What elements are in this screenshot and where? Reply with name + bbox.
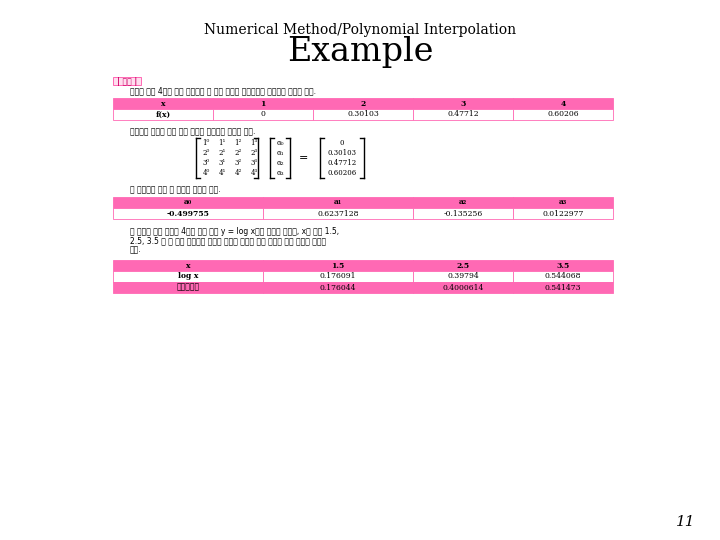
Bar	[113, 271, 263, 282]
Text: 2¹: 2¹	[218, 149, 225, 157]
Text: 2⁰: 2⁰	[202, 149, 210, 157]
Text: a₃: a₃	[559, 199, 567, 206]
Bar	[313, 98, 413, 109]
Text: 0.6237128: 0.6237128	[318, 210, 359, 218]
Bar	[413, 197, 513, 208]
Bar	[113, 260, 263, 271]
Bar	[513, 109, 613, 120]
Text: 0: 0	[340, 139, 344, 147]
Text: 다항함수 추정을 위한 치음 행렬로 표현하면 다음과 같다.: 다항함수 추정을 위한 치음 행렬로 표현하면 다음과 같다.	[130, 127, 256, 137]
Text: 0.4000614: 0.4000614	[442, 284, 484, 292]
Text: 3²: 3²	[235, 159, 242, 167]
Bar	[413, 271, 513, 282]
Text: 0.0122977: 0.0122977	[542, 210, 584, 218]
Text: Example: Example	[287, 36, 433, 68]
Text: α₃: α₃	[276, 169, 284, 177]
Text: 3.5: 3.5	[557, 261, 570, 269]
Text: 1: 1	[261, 99, 266, 107]
Text: 4³: 4³	[251, 169, 258, 177]
Bar	[213, 109, 313, 120]
Bar	[513, 271, 613, 282]
Text: 1⁰: 1⁰	[202, 139, 210, 147]
Text: 4¹: 4¹	[218, 169, 225, 177]
Text: f(x): f(x)	[156, 111, 171, 118]
Text: 3¹: 3¹	[218, 159, 225, 167]
Text: 4⁰: 4⁰	[202, 169, 210, 177]
Text: 0.544068: 0.544068	[545, 273, 581, 280]
Text: 0.30103: 0.30103	[347, 111, 379, 118]
Text: 3⁰: 3⁰	[202, 159, 210, 167]
Text: 0.176091: 0.176091	[320, 273, 356, 280]
Text: a₂: a₂	[459, 199, 467, 206]
Bar	[263, 260, 413, 271]
Text: 3³: 3³	[251, 159, 258, 167]
Bar	[313, 109, 413, 120]
Bar	[213, 98, 313, 109]
Text: α₂: α₂	[276, 159, 284, 167]
Text: x: x	[161, 99, 166, 107]
Text: 1³: 1³	[251, 139, 258, 147]
Text: x: x	[186, 261, 190, 269]
Text: 2³: 2³	[251, 149, 258, 157]
Text: 이 행렬식을 풍면 그 결과는 다음과 같다.: 이 행렬식을 풍면 그 결과는 다음과 같다.	[130, 186, 220, 194]
Bar	[413, 98, 513, 109]
Text: -0.135256: -0.135256	[444, 210, 482, 218]
Text: a₁: a₁	[334, 199, 342, 206]
Bar	[413, 282, 513, 293]
Bar	[513, 208, 613, 219]
Text: 0.47712: 0.47712	[447, 111, 479, 118]
Bar	[513, 282, 613, 293]
Text: 0.60206: 0.60206	[328, 169, 356, 177]
Text: 다음과 같이 4개의 수이 주어졌을 때 친대 함수를 다항함수를 이용하여 추정해 보자.: 다음과 같이 4개의 수이 주어졌을 때 친대 함수를 다항함수를 이용하여 추…	[130, 86, 316, 96]
Bar	[263, 197, 413, 208]
Text: 0.47712: 0.47712	[328, 159, 356, 167]
Text: a₀: a₀	[184, 199, 192, 206]
Text: 2.5: 2.5	[456, 261, 469, 269]
Bar	[263, 208, 413, 219]
Text: 1.5: 1.5	[331, 261, 345, 269]
Text: 3: 3	[460, 99, 466, 107]
Bar	[513, 98, 613, 109]
Text: =: =	[300, 153, 309, 163]
Bar	[413, 109, 513, 120]
Text: Numerical Method/Polynomial Interpolation: Numerical Method/Polynomial Interpolatio…	[204, 23, 516, 37]
Text: 1²: 1²	[235, 139, 242, 147]
Text: 2.5, 3.5 일 때 실제 해수값과 추정된 함수를 이용한 값은 다음과 같은 수준의 차이가: 2.5, 3.5 일 때 실제 해수값과 추정된 함수를 이용한 값은 다음과 …	[130, 237, 326, 246]
Text: 4²: 4²	[235, 169, 242, 177]
Bar	[513, 260, 613, 271]
Text: 위 예제에 원래 주어진 4개의 값은 함수 y = log x에서 얻어진 값이며, x가 각각 1.5,: 위 예제에 원래 주어진 4개의 값은 함수 y = log x에서 얻어진 값…	[130, 227, 339, 237]
Text: α₁: α₁	[276, 149, 284, 157]
Text: | 예제 |: | 예제 |	[117, 77, 137, 85]
Bar	[113, 109, 213, 120]
Text: 0: 0	[261, 111, 266, 118]
Bar	[413, 208, 513, 219]
Text: 1¹: 1¹	[218, 139, 225, 147]
Text: 4: 4	[560, 99, 566, 107]
Text: 다항함수값: 다항함수값	[176, 284, 199, 292]
Bar	[113, 197, 263, 208]
Text: 0.39794: 0.39794	[447, 273, 479, 280]
Bar	[263, 282, 413, 293]
Bar	[413, 260, 513, 271]
Text: 11: 11	[675, 515, 695, 529]
Bar	[113, 98, 213, 109]
Bar	[113, 77, 141, 85]
Text: 0.176044: 0.176044	[320, 284, 356, 292]
Text: 2²: 2²	[235, 149, 242, 157]
Text: -0.499755: -0.499755	[166, 210, 210, 218]
Text: α₀: α₀	[276, 139, 284, 147]
Text: 0.60206: 0.60206	[547, 111, 579, 118]
Bar	[263, 271, 413, 282]
Bar	[113, 282, 263, 293]
Text: log x: log x	[178, 273, 198, 280]
Bar	[113, 208, 263, 219]
Text: 0.30103: 0.30103	[328, 149, 356, 157]
Text: 있다.: 있다.	[130, 246, 142, 254]
Text: 0.541473: 0.541473	[545, 284, 581, 292]
Bar	[513, 197, 613, 208]
Text: 2: 2	[361, 99, 366, 107]
